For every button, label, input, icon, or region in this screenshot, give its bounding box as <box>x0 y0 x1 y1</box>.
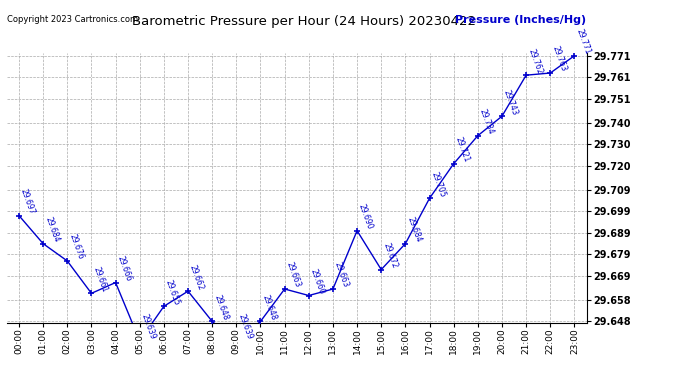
Text: 29.762: 29.762 <box>526 47 544 75</box>
Text: 29.648: 29.648 <box>213 294 230 321</box>
Text: 29.705: 29.705 <box>429 170 447 198</box>
Text: 29.663: 29.663 <box>333 261 351 289</box>
Text: 29.690: 29.690 <box>357 202 375 231</box>
Text: Copyright 2023 Cartronics.com: Copyright 2023 Cartronics.com <box>7 15 138 24</box>
Text: 29.655: 29.655 <box>164 278 181 306</box>
Text: 29.676: 29.676 <box>68 233 85 261</box>
Text: 29.662: 29.662 <box>188 263 206 291</box>
Text: 29.639: 29.639 <box>236 313 254 341</box>
Text: 29.660: 29.660 <box>308 267 326 296</box>
Text: 29.771: 29.771 <box>574 28 592 56</box>
Text: 29.763: 29.763 <box>551 45 568 73</box>
Text: 29.666: 29.666 <box>115 255 133 282</box>
Text: 29.734: 29.734 <box>477 108 495 136</box>
Text: 29.684: 29.684 <box>43 216 61 244</box>
Text: 29.743: 29.743 <box>502 88 520 116</box>
Text: 29.721: 29.721 <box>454 136 471 164</box>
Text: 29.663: 29.663 <box>284 261 302 289</box>
Text: Barometric Pressure per Hour (24 Hours) 20230422: Barometric Pressure per Hour (24 Hours) … <box>132 15 475 28</box>
Text: 29.684: 29.684 <box>406 216 423 244</box>
Text: 29.639: 29.639 <box>139 313 157 341</box>
Text: Pressure (Inches/Hg): Pressure (Inches/Hg) <box>455 15 586 25</box>
Text: 29.661: 29.661 <box>91 266 109 293</box>
Text: 29.648: 29.648 <box>261 294 278 321</box>
Text: 29.697: 29.697 <box>19 188 37 216</box>
Text: 29.672: 29.672 <box>381 242 399 270</box>
